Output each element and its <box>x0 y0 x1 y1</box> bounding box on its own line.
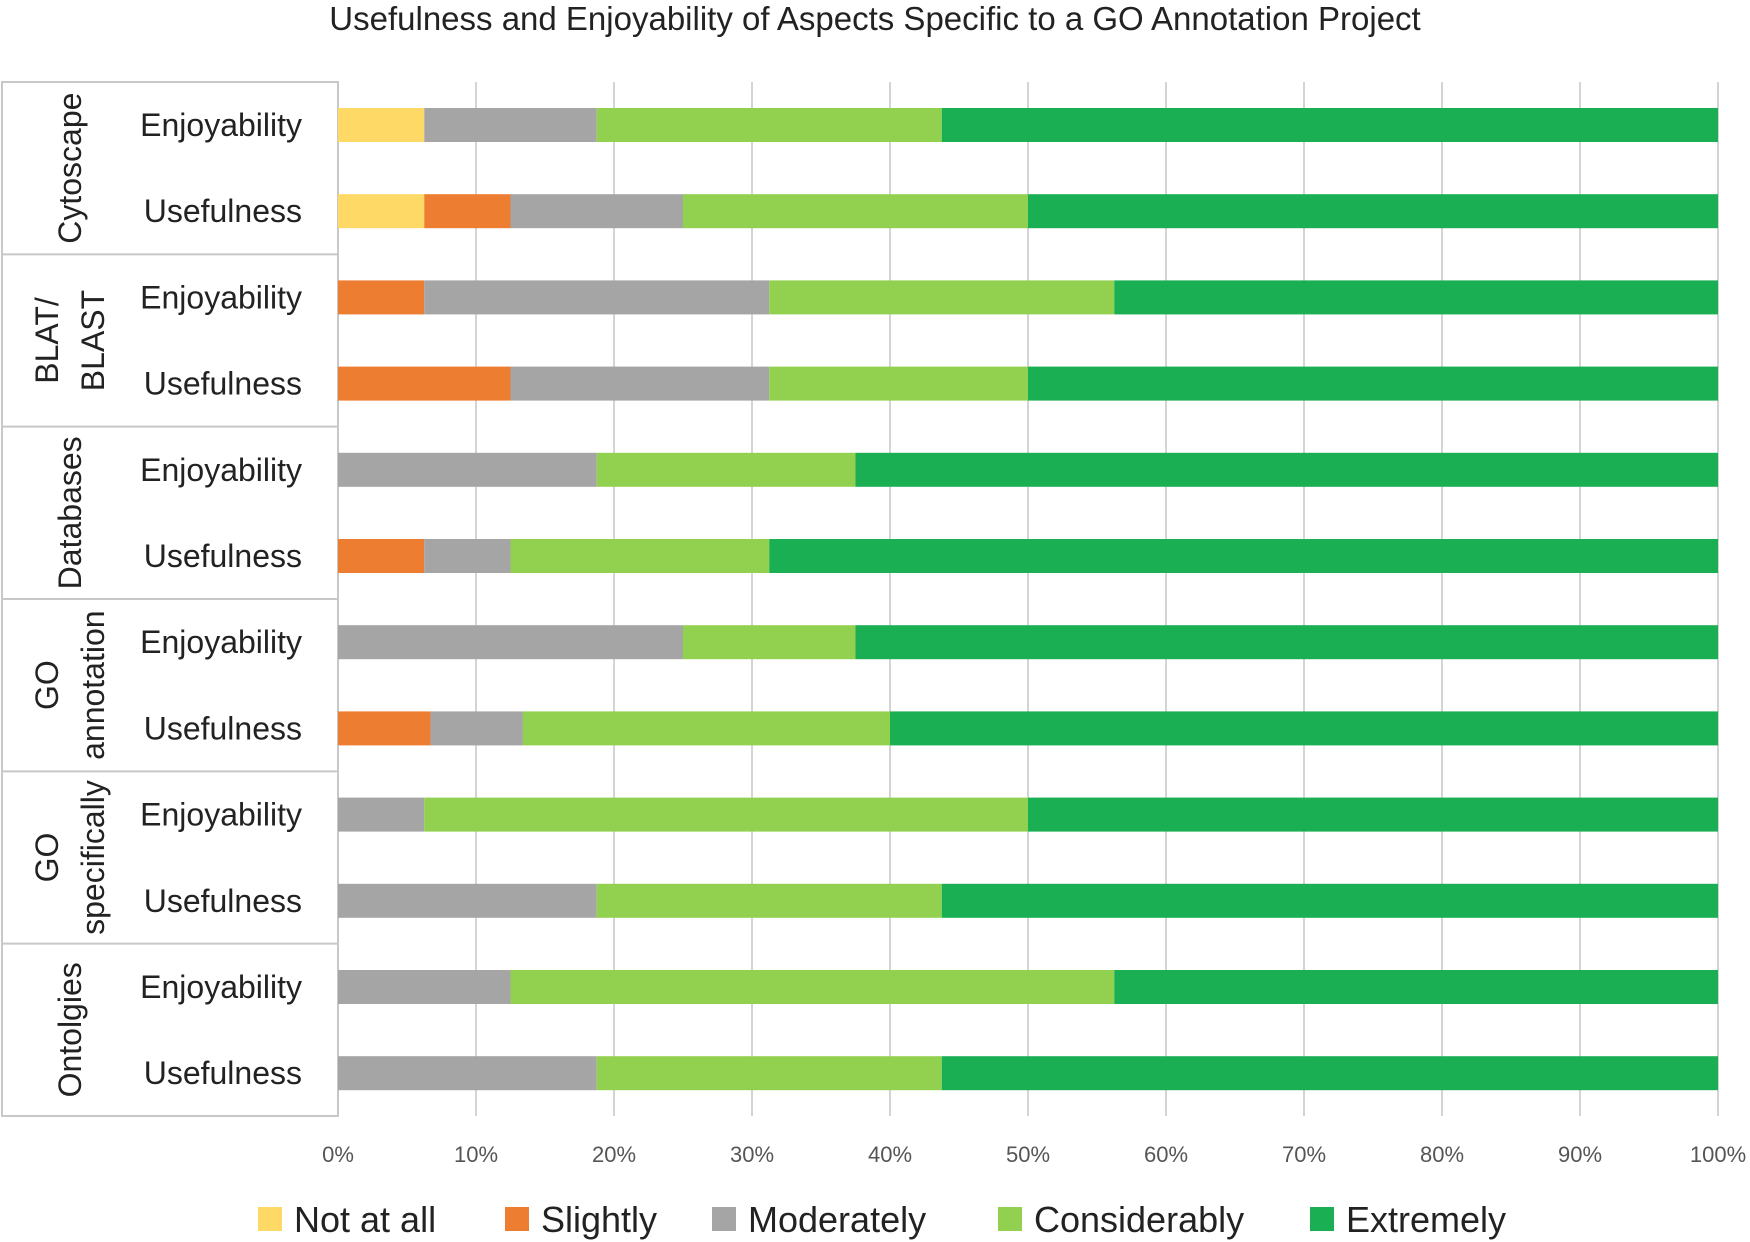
bar-segment <box>890 711 1718 746</box>
bar-segment <box>424 797 1028 832</box>
row-labels: Enjoyability Usefulness Enjoyability Useful… <box>140 107 302 1091</box>
row-label: Enjoyability <box>140 279 302 315</box>
row-label: Enjoyability <box>140 452 302 488</box>
bar-segment <box>510 194 683 229</box>
bar-segment <box>769 280 1115 315</box>
legend-label: Extremely <box>1346 1199 1506 1240</box>
x-axis-ticks: 0% 10% 20% 30% 40% 50% 60% 70% 80% 90% 100% <box>322 1142 1746 1167</box>
legend-label: Slightly <box>541 1199 657 1240</box>
group-label: annotation <box>75 610 111 759</box>
bar-segment <box>596 452 856 487</box>
legend-swatch <box>712 1207 736 1231</box>
x-tick-label: 0% <box>322 1142 354 1167</box>
x-tick-label: 50% <box>1006 1142 1050 1167</box>
row-label: Usefulness <box>144 1055 302 1091</box>
bar-segment <box>338 1056 597 1091</box>
x-tick-label: 10% <box>454 1142 498 1167</box>
bar-segment <box>338 452 597 487</box>
bar-segment <box>424 280 770 315</box>
legend-swatch <box>505 1207 529 1231</box>
bar-segment <box>338 539 425 573</box>
bar-segment <box>1028 194 1718 229</box>
bar-segment <box>1028 797 1718 832</box>
bar-segment <box>941 883 1718 918</box>
x-tick-label: 60% <box>1144 1142 1188 1167</box>
legend: Not at all Slightly Moderately Considerably… <box>258 1199 1506 1240</box>
category-frame <box>1 81 339 1117</box>
bar-segment <box>510 970 1115 1004</box>
bar-segment <box>769 539 1718 573</box>
bar-segment <box>424 194 511 229</box>
bars <box>338 108 1718 1091</box>
bar-segment <box>338 625 683 660</box>
x-tick-label: 40% <box>868 1142 912 1167</box>
bar-segment <box>424 108 597 142</box>
group-label: Cytoscape <box>52 93 88 244</box>
row-label: Enjoyability <box>140 797 302 833</box>
bar-segment <box>338 797 425 832</box>
row-label: Enjoyability <box>140 969 302 1005</box>
group-label: GO <box>29 833 65 883</box>
bar-segment <box>855 452 1718 487</box>
legend-swatch <box>258 1207 282 1231</box>
x-tick-label: 90% <box>1558 1142 1602 1167</box>
bar-segment <box>683 194 1028 229</box>
bar-segment <box>596 108 942 142</box>
bar-segment <box>430 711 523 746</box>
row-label: Usefulness <box>144 883 302 919</box>
bar-segment <box>683 625 856 660</box>
bar-segment <box>338 711 431 746</box>
group-label: GO <box>29 660 65 710</box>
group-label: specifically <box>75 780 111 935</box>
bar-segment <box>510 366 770 401</box>
bar-segment <box>769 366 1028 401</box>
bar-segment <box>424 539 511 573</box>
row-label: Usefulness <box>144 538 302 574</box>
legend-label: Not at all <box>294 1199 436 1240</box>
gridlines <box>337 82 1719 1116</box>
bar-segment <box>338 970 511 1004</box>
group-label: BLAST <box>75 290 111 391</box>
bar-segment <box>1114 280 1718 315</box>
group-label: Ontolgies <box>52 962 88 1097</box>
row-label: Usefulness <box>144 193 302 229</box>
x-tick-label: 80% <box>1420 1142 1464 1167</box>
legend-label: Considerably <box>1034 1199 1244 1240</box>
bar-segment <box>338 280 425 315</box>
bar-segment <box>941 108 1718 142</box>
bar-segment <box>1114 970 1718 1004</box>
bar-segment <box>855 625 1718 660</box>
x-tick-label: 30% <box>730 1142 774 1167</box>
row-label: Usefulness <box>144 710 302 746</box>
bar-segment <box>941 1056 1718 1091</box>
row-label: Enjoyability <box>140 107 302 143</box>
chart-title: Usefulness and Enjoyability of Aspects S… <box>329 0 1420 37</box>
bar-segment <box>338 366 511 401</box>
x-tick-label: 70% <box>1282 1142 1326 1167</box>
bar-segment <box>1028 366 1718 401</box>
row-label: Enjoyability <box>140 624 302 660</box>
bar-segment <box>596 883 942 918</box>
legend-label: Moderately <box>748 1199 926 1240</box>
x-tick-label: 100% <box>1690 1142 1746 1167</box>
legend-swatch <box>1310 1207 1334 1231</box>
bar-segment <box>338 194 425 229</box>
group-labels: Cytoscape BLAT/BLAST Databases GO annotation… <box>29 93 111 1098</box>
group-label: Databases <box>52 436 88 589</box>
legend-swatch <box>998 1207 1022 1231</box>
bar-segment <box>338 883 597 918</box>
bar-segment <box>338 108 425 142</box>
bar-segment <box>522 711 890 746</box>
bar-segment <box>510 539 770 573</box>
row-label: Usefulness <box>144 366 302 402</box>
bar-segment <box>596 1056 942 1091</box>
x-tick-label: 20% <box>592 1142 636 1167</box>
group-label: BLAT/ <box>29 297 65 384</box>
